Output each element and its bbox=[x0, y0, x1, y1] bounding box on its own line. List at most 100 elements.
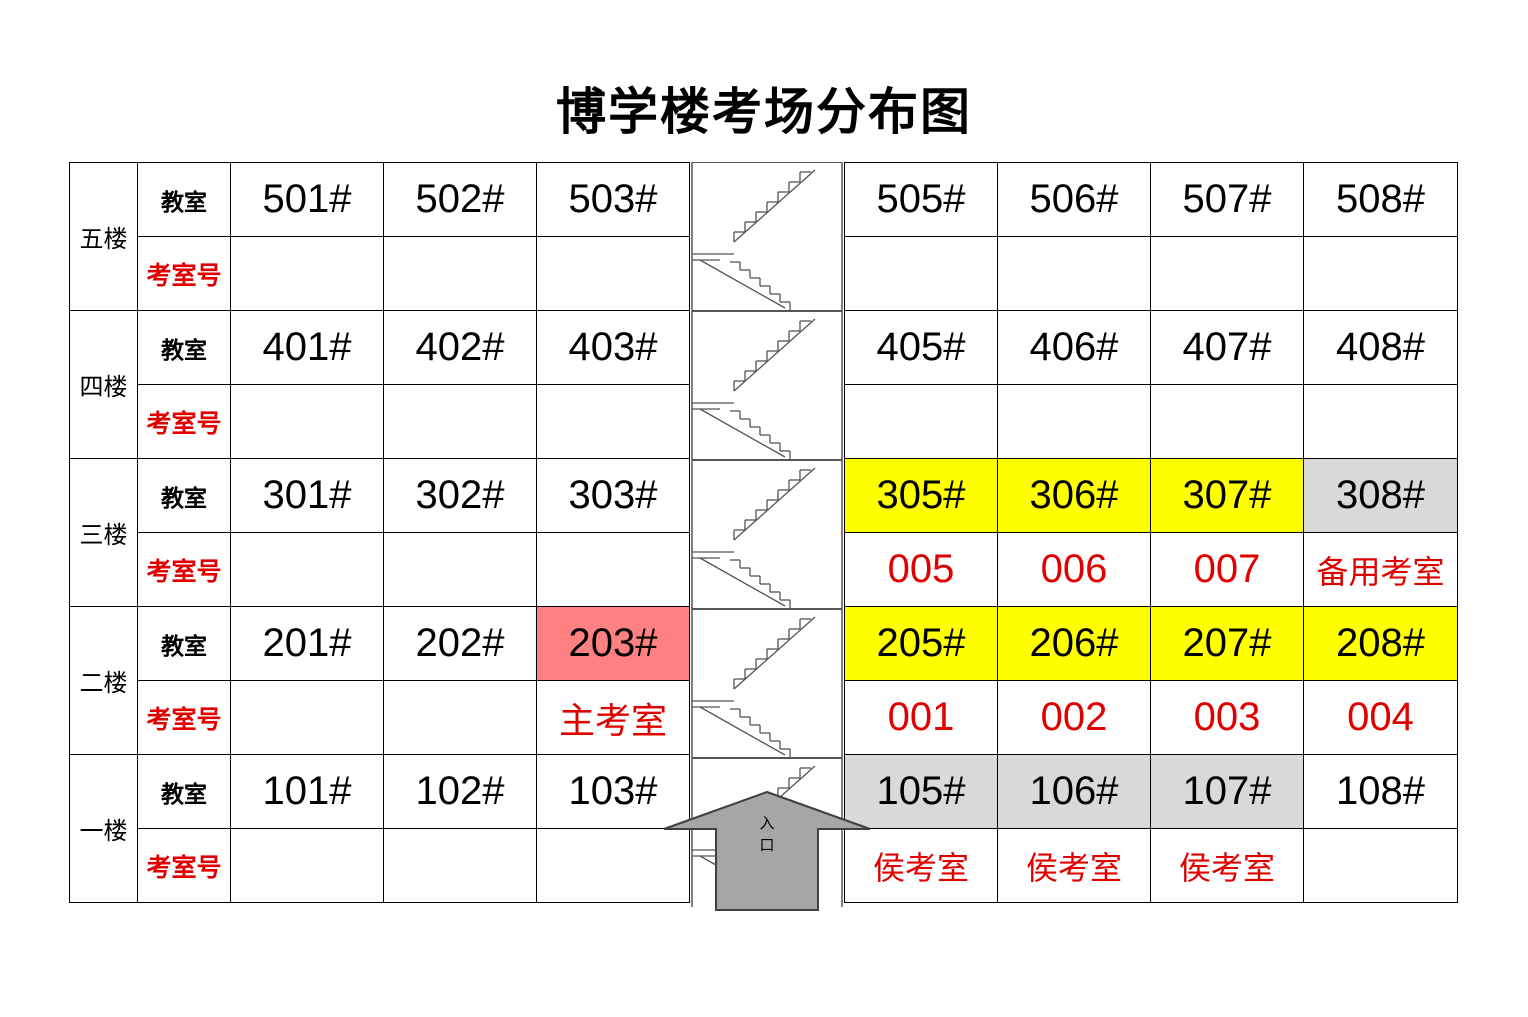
floor-room-row: 三楼 教室 301# 302# 303# bbox=[69, 458, 690, 607]
room-number: 201# bbox=[230, 606, 384, 681]
exam-room-value bbox=[536, 236, 690, 311]
stair-line bbox=[733, 616, 816, 690]
exam-room-value bbox=[1303, 236, 1458, 311]
entrance-char: 口 bbox=[759, 836, 775, 854]
room-number: 402# bbox=[383, 310, 537, 385]
floor-exam-row: 考室号 bbox=[70, 532, 690, 607]
floor-room-row: 四楼 教室 401# 402# 403# bbox=[69, 310, 690, 459]
exam-room-value bbox=[536, 532, 690, 607]
floor-label: 二楼 bbox=[69, 606, 138, 755]
exam-room-value bbox=[536, 828, 690, 903]
room-number: 407# bbox=[1150, 310, 1304, 385]
room-number: 408# bbox=[1303, 310, 1458, 385]
room-number: 106# bbox=[997, 754, 1151, 829]
floor-room-row: 二楼 教室 201# 202# 203# bbox=[69, 606, 690, 755]
floor-label: 三楼 bbox=[69, 458, 138, 607]
stair-line bbox=[733, 467, 816, 541]
stair-line bbox=[699, 706, 786, 756]
room-number: 202# bbox=[383, 606, 537, 681]
floor-room-row: 505# 506# 507# 508# bbox=[844, 162, 1458, 237]
exam-room-value bbox=[230, 236, 384, 311]
exam-room-value: 004 bbox=[1303, 680, 1458, 755]
room-number: 503# bbox=[536, 162, 690, 237]
room-number: 508# bbox=[1303, 162, 1458, 237]
left-wing-table: 五楼 教室 501# 502# 503# 考室号 四楼 教室 401# 402# 403# 考室号 三楼… bbox=[69, 162, 690, 903]
exam-room-value bbox=[383, 680, 537, 755]
row-label-room: 教室 bbox=[137, 754, 231, 829]
room-number: 502# bbox=[383, 162, 537, 237]
floor-label: 四楼 bbox=[69, 310, 138, 459]
exam-room-value bbox=[844, 236, 998, 311]
floor-room-row: 105# 106# 107# 108# bbox=[844, 754, 1458, 829]
exam-room-value: 003 bbox=[1150, 680, 1304, 755]
floor-exam-row: 考室号 bbox=[70, 384, 690, 459]
floor-room-row: 405# 406# 407# 408# bbox=[844, 310, 1458, 385]
floor-exam-row: 考室号 bbox=[70, 236, 690, 311]
floor-room-row: 五楼 教室 501# 502# 503# bbox=[69, 162, 690, 311]
exam-room-value bbox=[536, 384, 690, 459]
room-number: 103# bbox=[536, 754, 690, 829]
row-label-exam-no: 考室号 bbox=[137, 828, 231, 903]
floor-exam-row bbox=[844, 236, 1458, 311]
room-number: 301# bbox=[230, 458, 384, 533]
room-number: 208# bbox=[1303, 606, 1458, 681]
exam-room-value bbox=[383, 532, 537, 607]
floor-room-row: 一楼 教室 101# 102# 103# bbox=[69, 754, 690, 903]
room-number: 307# bbox=[1150, 458, 1304, 533]
room-number: 207# bbox=[1150, 606, 1304, 681]
exam-room-value bbox=[844, 384, 998, 459]
room-number: 401# bbox=[230, 310, 384, 385]
exam-room-value: 侯考室 bbox=[1150, 828, 1304, 903]
room-number: 306# bbox=[997, 458, 1151, 533]
stair-line bbox=[733, 169, 816, 243]
room-number: 101# bbox=[230, 754, 384, 829]
exam-room-value bbox=[383, 384, 537, 459]
row-label-exam-no: 考室号 bbox=[137, 236, 231, 311]
exam-room-value: 001 bbox=[844, 680, 998, 755]
floor-label: 五楼 bbox=[69, 162, 138, 311]
row-label-exam-no: 考室号 bbox=[137, 680, 231, 755]
row-label-exam-no: 考室号 bbox=[137, 384, 231, 459]
row-label-room: 教室 bbox=[137, 162, 231, 237]
room-number: 308# bbox=[1303, 458, 1458, 533]
floor-exam-row: 001 002 003 004 bbox=[844, 680, 1458, 755]
exam-room-value: 002 bbox=[997, 680, 1151, 755]
room-number: 302# bbox=[383, 458, 537, 533]
floor-exam-row bbox=[844, 384, 1458, 459]
exam-room-value bbox=[1303, 828, 1458, 903]
exam-room-value: 侯考室 bbox=[997, 828, 1151, 903]
room-number: 501# bbox=[230, 162, 384, 237]
row-label-exam-no: 考室号 bbox=[137, 532, 231, 607]
room-number: 203# bbox=[536, 606, 690, 681]
stair-line bbox=[699, 408, 786, 458]
room-number: 305# bbox=[844, 458, 998, 533]
exam-room-value: 备用考室 bbox=[1303, 532, 1458, 607]
row-label-room: 教室 bbox=[137, 310, 231, 385]
room-number: 506# bbox=[997, 162, 1151, 237]
exam-room-value: 006 bbox=[997, 532, 1151, 607]
entrance-label: 入 口 bbox=[756, 812, 778, 856]
exam-room-value bbox=[383, 236, 537, 311]
floor-label: 一楼 bbox=[69, 754, 138, 903]
floor-room-row: 305# 306# 307# 308# bbox=[844, 458, 1458, 533]
room-number: 403# bbox=[536, 310, 690, 385]
room-number: 108# bbox=[1303, 754, 1458, 829]
room-number: 102# bbox=[383, 754, 537, 829]
room-number: 205# bbox=[844, 606, 998, 681]
exam-room-value: 侯考室 bbox=[844, 828, 998, 903]
exam-room-value bbox=[383, 828, 537, 903]
row-label-room: 教室 bbox=[137, 606, 231, 681]
exam-room-value bbox=[230, 828, 384, 903]
room-number: 107# bbox=[1150, 754, 1304, 829]
exam-room-value bbox=[1150, 384, 1304, 459]
exam-room-value: 005 bbox=[844, 532, 998, 607]
room-number: 105# bbox=[844, 754, 998, 829]
entrance-arrow-icon bbox=[664, 790, 870, 911]
stair-line bbox=[699, 557, 786, 607]
stair-line bbox=[699, 259, 786, 309]
exam-room-value: 007 bbox=[1150, 532, 1304, 607]
room-number: 303# bbox=[536, 458, 690, 533]
floor-exam-row: 侯考室 侯考室 侯考室 bbox=[844, 828, 1458, 903]
floor-exam-row: 考室号 主考室 bbox=[70, 680, 690, 755]
exam-room-value bbox=[230, 532, 384, 607]
